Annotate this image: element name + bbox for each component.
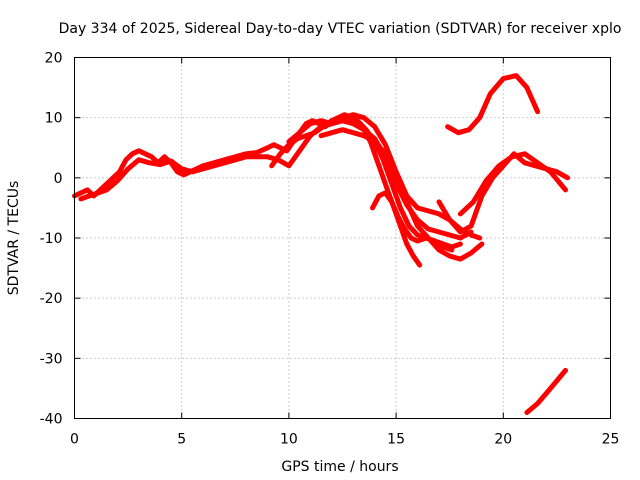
x-tick-label: 10 <box>280 432 298 448</box>
plot-frame <box>74 57 611 419</box>
series-trace-5 <box>370 190 463 250</box>
x-tick-label: 5 <box>177 432 186 448</box>
data-traces <box>72 73 571 415</box>
y-tick-label: -30 <box>40 351 63 367</box>
y-tick-label: 20 <box>45 51 63 67</box>
y-tick-label: 0 <box>54 171 63 187</box>
series-trace-3 <box>269 115 455 253</box>
y-tick-label: -10 <box>40 231 63 247</box>
x-tick-label: 15 <box>387 432 405 448</box>
x-tick-label: 20 <box>494 432 512 448</box>
y-tick-label: -40 <box>40 412 63 428</box>
y-tick-label: 10 <box>45 111 63 127</box>
chart-title: Day 334 of 2025, Sidereal Day-to-day VTE… <box>59 21 622 37</box>
grid <box>74 57 611 419</box>
x-tick-label: 0 <box>70 432 79 448</box>
series-trace-8 <box>436 151 571 235</box>
series-trace-6 <box>318 127 485 262</box>
x-tick-label: 25 <box>602 432 620 448</box>
tick-labels: 0 5 10 15 20 25 -40 -30 -20 -10 0 10 20 <box>40 51 620 448</box>
series-trace-9 <box>445 73 541 136</box>
series-trace-10 <box>524 367 568 415</box>
x-axis-label: GPS time / hours <box>281 459 398 475</box>
y-tick-label: -20 <box>40 291 63 307</box>
y-axis-label: SDTVAR / TECUs <box>6 181 22 296</box>
